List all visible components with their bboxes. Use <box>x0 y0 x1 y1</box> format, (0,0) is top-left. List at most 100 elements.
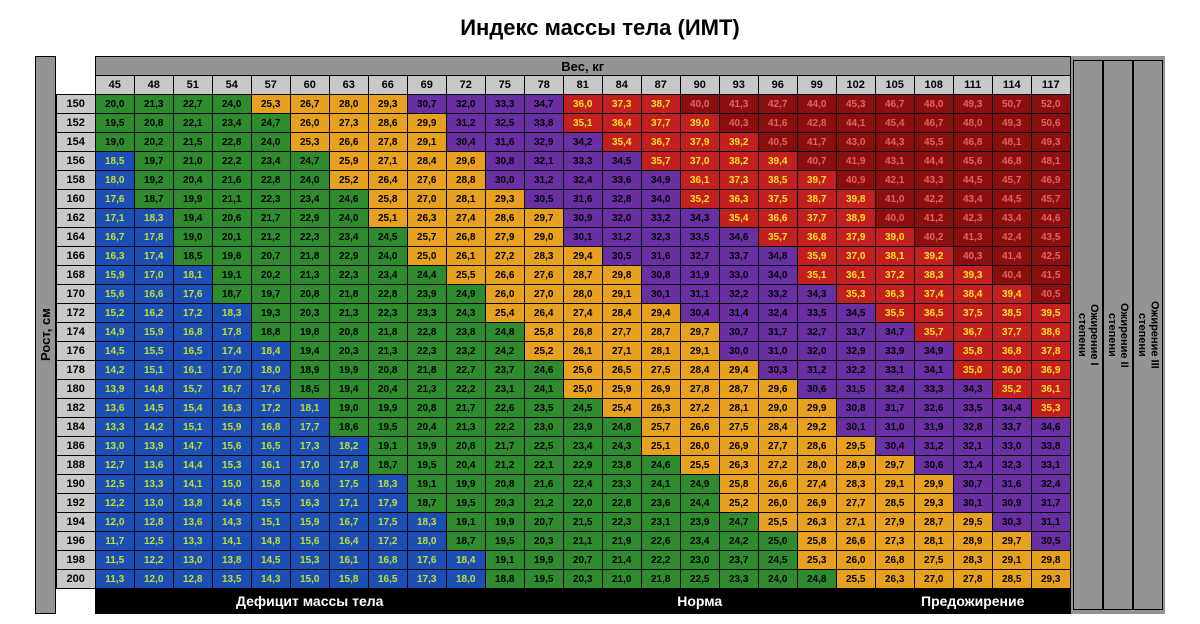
bmi-cell: 14,2 <box>134 418 173 437</box>
bmi-cell: 32,4 <box>563 171 602 190</box>
weight-header: 117 <box>1031 76 1070 95</box>
bmi-cell: 26,0 <box>680 437 719 456</box>
bmi-cell: 20,4 <box>173 171 212 190</box>
bmi-cell: 23,4 <box>290 190 329 209</box>
bmi-cell: 25,5 <box>758 513 797 532</box>
bmi-cell: 27,7 <box>602 323 641 342</box>
bmi-cell: 18,2 <box>329 437 368 456</box>
bmi-cell: 34,0 <box>758 266 797 285</box>
bmi-cell: 27,1 <box>836 513 875 532</box>
bmi-cell: 26,4 <box>368 171 407 190</box>
bmi-cell: 40,3 <box>953 247 992 266</box>
bmi-cell: 39,0 <box>680 114 719 133</box>
bmi-cell: 13,6 <box>95 399 134 418</box>
bmi-cell: 28,1 <box>641 342 680 361</box>
bmi-cell: 33,2 <box>758 285 797 304</box>
bmi-cell: 40,5 <box>758 133 797 152</box>
bmi-cell: 13,0 <box>134 494 173 513</box>
bmi-cell: 40,0 <box>875 209 914 228</box>
bmi-cell: 25,5 <box>680 456 719 475</box>
height-header: 200 <box>56 570 95 589</box>
bmi-cell: 48,0 <box>914 95 953 114</box>
bmi-cell: 38,9 <box>836 209 875 228</box>
bmi-cell: 45,7 <box>1031 190 1070 209</box>
bmi-cell: 23,5 <box>524 399 563 418</box>
bmi-cell: 24,0 <box>368 247 407 266</box>
bmi-cell: 20,7 <box>563 551 602 570</box>
bmi-cell: 28,5 <box>875 494 914 513</box>
bmi-cell: 18,5 <box>95 152 134 171</box>
bmi-cell: 28,6 <box>485 209 524 228</box>
bmi-cell: 17,5 <box>368 513 407 532</box>
bmi-cell: 25,0 <box>563 380 602 399</box>
bmi-cell: 29,6 <box>446 152 485 171</box>
bmi-cell: 17,9 <box>368 494 407 513</box>
bmi-cell: 15,3 <box>290 551 329 570</box>
bmi-cell: 40,7 <box>797 152 836 171</box>
bmi-cell: 25,8 <box>719 475 758 494</box>
bmi-cell: 29,7 <box>992 532 1031 551</box>
bmi-cell: 19,4 <box>329 380 368 399</box>
bmi-cell: 23,4 <box>251 152 290 171</box>
bmi-cell: 15,1 <box>173 418 212 437</box>
bmi-cell: 22,8 <box>602 494 641 513</box>
bmi-cell: 32,4 <box>1031 475 1070 494</box>
bmi-cell: 27,4 <box>446 209 485 228</box>
bmi-cell: 19,9 <box>329 361 368 380</box>
bmi-cell: 13,8 <box>173 494 212 513</box>
bmi-cell: 43,5 <box>1031 228 1070 247</box>
bmi-cell: 21,2 <box>485 456 524 475</box>
bmi-cell: 29,5 <box>836 437 875 456</box>
bmi-cell: 20,3 <box>329 342 368 361</box>
bmi-cell: 21,2 <box>524 494 563 513</box>
bmi-cell: 25,5 <box>446 266 485 285</box>
bmi-cell: 31,6 <box>563 190 602 209</box>
bmi-cell: 11,5 <box>95 551 134 570</box>
bmi-cell: 34,6 <box>1031 418 1070 437</box>
bmi-cell: 22,4 <box>563 475 602 494</box>
bmi-cell: 39,3 <box>953 266 992 285</box>
bmi-cell: 27,8 <box>680 380 719 399</box>
page-title: Индекс массы тела (ИМТ) <box>10 15 1190 41</box>
bmi-cell: 25,8 <box>368 190 407 209</box>
bmi-cell: 15,1 <box>134 361 173 380</box>
bmi-cell: 17,8 <box>134 228 173 247</box>
bmi-cell: 30,7 <box>953 475 992 494</box>
bmi-cell: 19,1 <box>446 513 485 532</box>
bmi-cell: 25,7 <box>641 418 680 437</box>
bmi-cell: 21,6 <box>524 475 563 494</box>
bmi-cell: 16,3 <box>95 247 134 266</box>
bmi-cell: 30,0 <box>719 342 758 361</box>
height-header: 184 <box>56 418 95 437</box>
bmi-cell: 44,5 <box>992 190 1031 209</box>
bmi-cell: 15,9 <box>212 418 251 437</box>
bmi-cell: 35,1 <box>563 114 602 133</box>
bmi-cell: 18,9 <box>290 361 329 380</box>
bmi-cell: 32,0 <box>797 342 836 361</box>
weight-header: 51 <box>173 76 212 95</box>
bmi-cell: 27,3 <box>875 532 914 551</box>
bmi-cell: 13,3 <box>95 418 134 437</box>
bmi-cell: 22,3 <box>329 266 368 285</box>
weight-header: 60 <box>290 76 329 95</box>
bmi-cell: 23,7 <box>485 361 524 380</box>
bmi-cell: 30,8 <box>641 266 680 285</box>
bmi-cell: 16,7 <box>95 228 134 247</box>
bmi-cell: 24,8 <box>485 323 524 342</box>
bmi-cell: 27,5 <box>914 551 953 570</box>
bmi-cell: 22,8 <box>407 323 446 342</box>
bmi-cell: 26,1 <box>446 247 485 266</box>
bmi-cell: 22,9 <box>290 209 329 228</box>
bmi-cell: 29,0 <box>758 399 797 418</box>
bmi-cell: 18,5 <box>290 380 329 399</box>
bmi-cell: 20,2 <box>251 266 290 285</box>
bmi-cell: 34,7 <box>524 95 563 114</box>
bmi-cell: 28,5 <box>992 570 1031 589</box>
bmi-cell: 46,7 <box>875 95 914 114</box>
height-header: 176 <box>56 342 95 361</box>
bmi-cell: 17,6 <box>407 551 446 570</box>
bmi-cell: 41,9 <box>836 152 875 171</box>
bmi-cell: 22,6 <box>641 532 680 551</box>
height-header: 162 <box>56 209 95 228</box>
bmi-cell: 37,4 <box>914 285 953 304</box>
